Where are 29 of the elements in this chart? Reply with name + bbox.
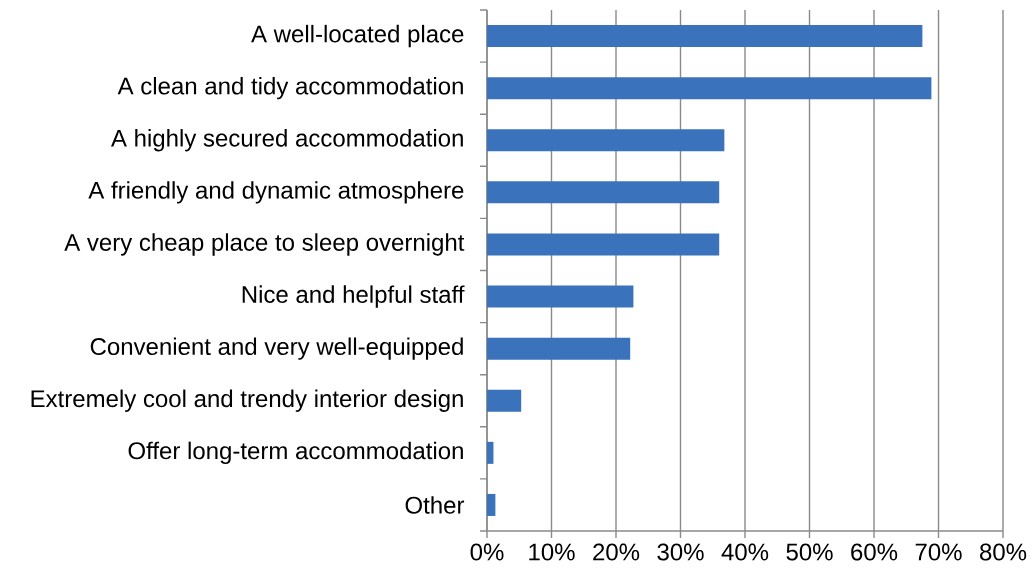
y-tick-label: A well-located place (251, 24, 464, 48)
x-tick-label: 20% (593, 543, 640, 561)
bar (487, 25, 923, 48)
y-tick-label: Other (405, 496, 465, 514)
y-tick-label: A highly secured accommodation (111, 129, 463, 152)
x-tick-label: 30% (657, 543, 704, 561)
x-tick-label: 10% (529, 543, 575, 561)
bar (487, 77, 932, 100)
y-tick-label: Nice and helpful staff (242, 285, 465, 308)
y-tick-label: Convenient and very well-equipped (90, 337, 463, 360)
bar (487, 285, 634, 308)
x-tick-label: 80% (980, 543, 1027, 561)
x-tick-label: 50% (786, 543, 833, 561)
bar (487, 441, 494, 464)
x-tick-label: 0% (470, 543, 504, 561)
y-tick-label: Extremely cool and trendy interior design (31, 389, 463, 412)
x-tick-label: 60% (851, 543, 898, 561)
y-tick-label: A very cheap place to sleep overnight (64, 233, 465, 256)
y-tick-label: Offer long-term accommodation (128, 441, 463, 465)
bar (487, 233, 720, 256)
x-tick-label: 40% (721, 543, 769, 561)
bar (487, 181, 720, 204)
y-tick-label: A clean and tidy accommodation (117, 76, 463, 100)
x-tick-label: 70% (915, 543, 962, 561)
bar (487, 389, 522, 412)
y-tick-label: A friendly and dynamic atmosphere (88, 181, 464, 204)
bar (487, 493, 496, 516)
bar (487, 337, 631, 360)
bar (487, 129, 725, 152)
